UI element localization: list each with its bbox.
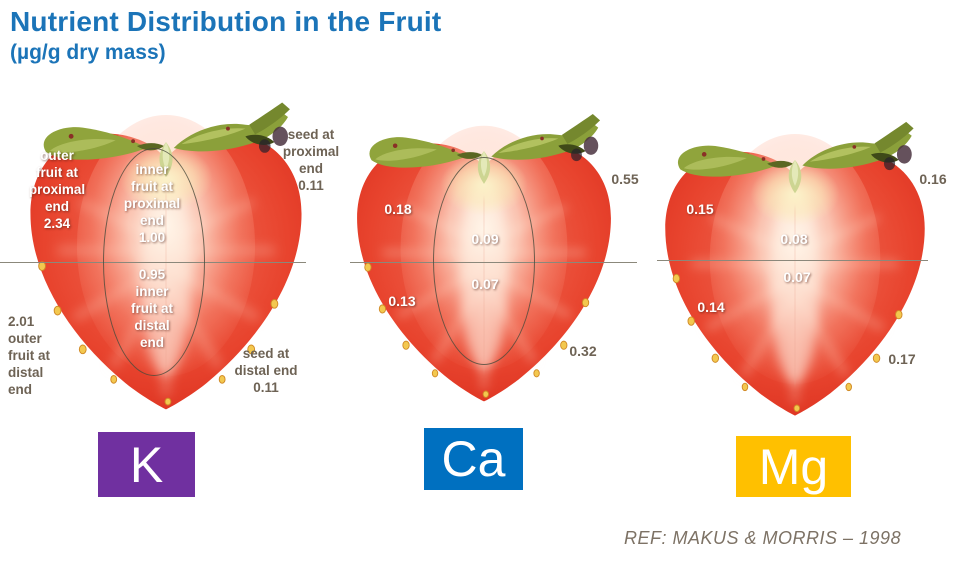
proximal-distal-divider-mg: [657, 260, 928, 261]
label-outer-proximal-k: outer fruit at proximal end 2.34: [28, 148, 86, 231]
value-outer-proximal-ca: 0.18: [384, 201, 412, 217]
label-inner-proximal-k: inner fruit at proximal end 1.00: [123, 162, 181, 245]
label-seed-proximal-k: seed at proximal end 0.11: [282, 127, 340, 193]
page-subtitle: (µg/g dry mass): [10, 41, 166, 64]
label-inner-distal-k: 0.95 inner fruit at distal end: [131, 267, 173, 350]
value-inner-proximal-ca: 0.09: [471, 231, 499, 247]
element-symbol-mg: Mg: [758, 438, 829, 495]
value-seed-distal-ca: 0.32: [569, 343, 597, 359]
value-seed-proximal-ca: 0.55: [611, 171, 639, 187]
value-outer-distal-ca: 0.13: [388, 293, 416, 309]
inner-fruit-ellipse-k: [103, 148, 205, 376]
value-outer-proximal-mg: 0.15: [686, 201, 714, 217]
element-symbol-ca: Ca: [441, 431, 506, 487]
value-inner-distal-ca: 0.07: [471, 276, 499, 292]
element-box-k: K: [98, 432, 195, 497]
inner-fruit-ellipse-ca: [433, 157, 535, 365]
page-title: Nutrient Distribution in the Fruit: [10, 6, 442, 37]
element-box-mg: Mg: [736, 436, 851, 497]
value-inner-distal-mg: 0.07: [783, 269, 811, 285]
value-inner-proximal-mg: 0.08: [780, 231, 808, 247]
reference-text: REF: MAKUS & MORRIS – 1998: [624, 528, 902, 548]
value-outer-distal-mg: 0.14: [697, 299, 725, 315]
element-box-ca: Ca: [424, 428, 523, 490]
label-outer-distal-k: 2.01 outer fruit at distal end: [8, 314, 50, 397]
value-seed-distal-mg: 0.17: [888, 351, 916, 367]
label-seed-distal-k: seed at distal end 0.11: [234, 346, 298, 395]
strawberry-image-mg: [656, 100, 934, 432]
element-symbol-k: K: [129, 436, 164, 493]
value-seed-proximal-mg: 0.16: [919, 171, 947, 187]
